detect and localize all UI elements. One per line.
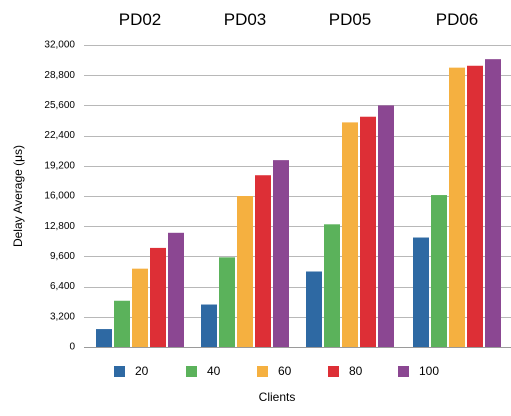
bar-pd03-80: [255, 175, 271, 347]
bar-pd05-60: [342, 122, 358, 347]
y-tick-label: 9,600: [50, 251, 75, 262]
category-label-pd05: PD05: [329, 10, 372, 29]
category-label-pd06: PD06: [436, 10, 479, 29]
bar-pd05-100: [378, 105, 394, 348]
category-label-pd02: PD02: [119, 10, 162, 29]
y-tick-label: 0: [69, 342, 75, 353]
bar-pd02-20: [96, 329, 112, 347]
legend: 20 40 60 80 100: [114, 364, 439, 378]
bar-pd06-80: [467, 65, 483, 347]
bar-pd03-40: [219, 257, 235, 347]
bar-pd03-60: [237, 196, 253, 347]
bar-pd06-100: [485, 59, 501, 347]
bar-pd05-20: [306, 271, 322, 347]
bar-pd02-80: [150, 247, 166, 347]
category-label-pd03: PD03: [224, 10, 267, 29]
bar-pd05-80: [360, 116, 376, 347]
y-tick-label: 12,800: [44, 221, 75, 232]
legend-label-20: 20: [135, 364, 149, 378]
legend-label-100: 100: [419, 364, 439, 378]
bar-pd06-40: [431, 195, 447, 347]
category-labels: PD02 PD03 PD05 PD06: [119, 10, 479, 29]
y-tick-label: 25,600: [44, 100, 75, 111]
legend-swatch-40: [186, 366, 197, 377]
y-tick-label: 32,000: [44, 40, 75, 51]
y-tick-label: 22,400: [44, 130, 75, 141]
y-tick-label: 19,200: [44, 160, 75, 171]
legend-label-60: 60: [278, 364, 292, 378]
legend-swatch-80: [328, 366, 339, 377]
legend-swatch-20: [114, 366, 125, 377]
legend-label-40: 40: [207, 364, 221, 378]
y-axis-title: Delay Average (μs): [11, 145, 25, 247]
bar-pd06-20: [413, 237, 429, 347]
bar-pd02-60: [132, 268, 148, 347]
bar-pd02-100: [168, 232, 184, 347]
legend-swatch-100: [398, 366, 409, 377]
y-tick-label: 16,000: [44, 191, 75, 202]
bar-pd03-20: [201, 304, 217, 347]
x-axis-title: Clients: [259, 390, 296, 404]
bar-pd03-100: [273, 160, 289, 347]
y-tick-label: 3,200: [50, 311, 75, 322]
bar-pd06-60: [449, 67, 465, 348]
bar-pd05-40: [324, 224, 340, 347]
y-tick-label: 6,400: [50, 281, 75, 292]
bar-pd02-40: [114, 300, 130, 347]
y-tick-label: 28,800: [44, 70, 75, 81]
bars: [96, 59, 501, 348]
legend-swatch-60: [257, 366, 268, 377]
y-tick-labels: 0 3,200 6,400 9,600 12,800 16,000 19,200 22,400…: [44, 40, 75, 353]
legend-label-80: 80: [349, 364, 363, 378]
